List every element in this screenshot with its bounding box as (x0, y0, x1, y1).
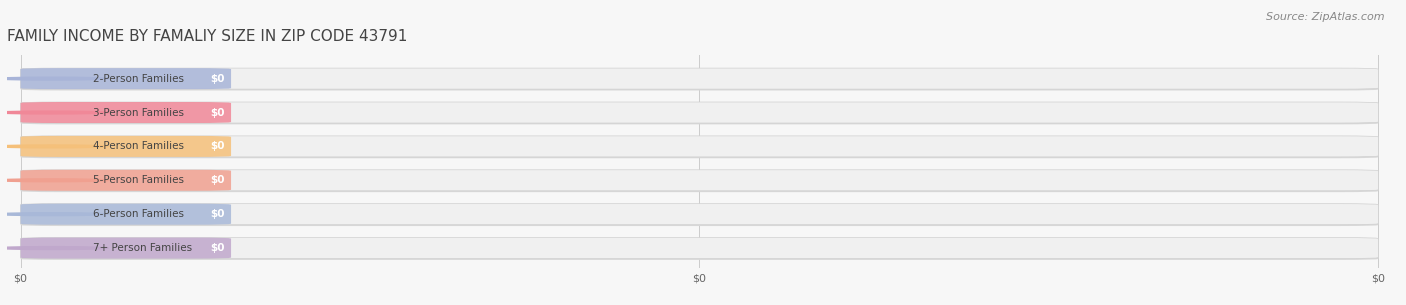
FancyBboxPatch shape (21, 103, 1378, 124)
FancyBboxPatch shape (21, 136, 1378, 157)
Text: 2-Person Families: 2-Person Families (93, 74, 184, 84)
Circle shape (0, 111, 108, 114)
FancyBboxPatch shape (21, 68, 1378, 89)
Text: $0: $0 (209, 175, 225, 185)
FancyBboxPatch shape (21, 70, 1378, 91)
FancyBboxPatch shape (21, 205, 1378, 226)
Text: 6-Person Families: 6-Person Families (93, 209, 184, 219)
Circle shape (0, 77, 108, 80)
Text: 5-Person Families: 5-Person Families (93, 175, 184, 185)
Text: $0: $0 (209, 142, 225, 151)
Text: 4-Person Families: 4-Person Families (93, 142, 184, 151)
FancyBboxPatch shape (21, 238, 1378, 259)
FancyBboxPatch shape (21, 170, 231, 191)
FancyBboxPatch shape (21, 137, 1378, 158)
Text: $0: $0 (209, 209, 225, 219)
FancyBboxPatch shape (21, 102, 1378, 123)
Text: $0: $0 (209, 74, 225, 84)
Text: 7+ Person Families: 7+ Person Families (93, 243, 193, 253)
Circle shape (0, 179, 108, 182)
Text: $0: $0 (209, 107, 225, 117)
Text: FAMILY INCOME BY FAMALIY SIZE IN ZIP CODE 43791: FAMILY INCOME BY FAMALIY SIZE IN ZIP COD… (7, 29, 408, 44)
FancyBboxPatch shape (21, 238, 231, 259)
FancyBboxPatch shape (21, 170, 1378, 191)
Circle shape (0, 247, 108, 249)
FancyBboxPatch shape (21, 68, 231, 89)
Circle shape (0, 145, 108, 148)
FancyBboxPatch shape (21, 136, 231, 157)
FancyBboxPatch shape (21, 239, 1378, 260)
Text: $0: $0 (209, 243, 225, 253)
FancyBboxPatch shape (21, 102, 231, 123)
FancyBboxPatch shape (21, 171, 1378, 192)
FancyBboxPatch shape (21, 204, 231, 225)
Text: 3-Person Families: 3-Person Families (93, 107, 184, 117)
FancyBboxPatch shape (21, 204, 1378, 225)
Text: Source: ZipAtlas.com: Source: ZipAtlas.com (1267, 12, 1385, 22)
Circle shape (0, 213, 108, 216)
